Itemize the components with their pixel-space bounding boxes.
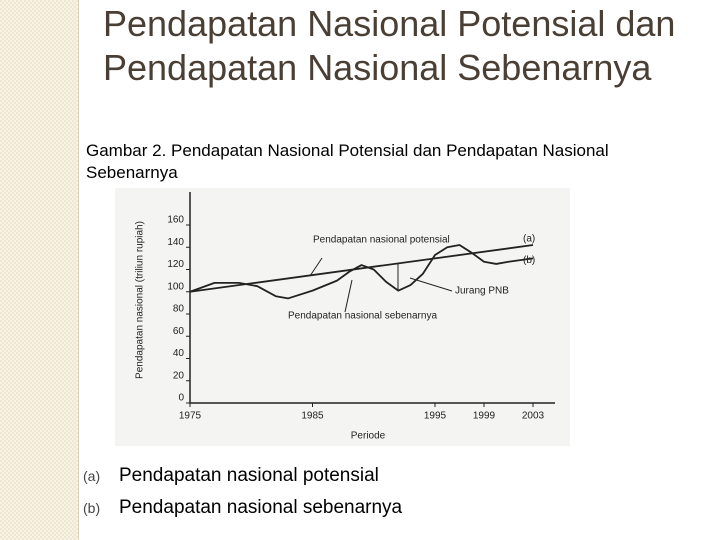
figure-caption: Gambar 2. Pendapatan Nasional Potensial … <box>86 141 609 182</box>
y-tick-label: 160 <box>167 215 184 226</box>
annotation: Jurang PNB <box>455 286 509 297</box>
x-tick-label: 2003 <box>522 411 545 422</box>
series-line <box>189 244 534 300</box>
pointer <box>344 279 353 313</box>
y-tick-label: 0 <box>178 393 184 404</box>
pointer <box>409 277 453 292</box>
decorative-strip <box>0 0 79 540</box>
y-tick-label: 20 <box>173 370 185 381</box>
slide-title: Pendapatan Nasional Potensial dan Pendap… <box>103 3 676 88</box>
y-tick-label: 100 <box>167 281 184 292</box>
series-label: (b) <box>523 255 535 266</box>
note-text: Pendapatan nasional sebenarnya <box>119 497 403 518</box>
note-marker: (b) <box>83 500 101 516</box>
annotation: Pendapatan nasional sebenarnya <box>288 311 437 322</box>
annotation: Pendapatan nasional potensial <box>313 235 450 246</box>
note-text: Pendapatan nasional potensial <box>119 465 379 486</box>
x-axis-label: Periode <box>351 431 386 442</box>
y-tick-label: 80 <box>173 304 185 315</box>
x-tick-label: 1999 <box>473 411 496 422</box>
note-marker: (a) <box>83 468 101 484</box>
y-tick-label: 140 <box>167 237 184 248</box>
note: (b) Pendapatan nasional sebenarnya <box>83 492 402 524</box>
y-tick-label: 40 <box>173 348 185 359</box>
notes-list: (a) Pendapatan nasional potensial (b) Penda… <box>83 460 402 524</box>
y-axis-label: Pendapatan nasional (triliun rupiah) <box>135 221 146 379</box>
x-tick-label: 1985 <box>301 411 324 422</box>
note: (a) Pendapatan nasional potensial <box>83 460 402 492</box>
pointer <box>309 257 323 277</box>
series-label: (a) <box>523 234 535 245</box>
y-tick-label: 120 <box>167 259 184 270</box>
x-tick-label: 1995 <box>424 411 447 422</box>
x-tick-label: 1975 <box>179 411 202 422</box>
y-tick-label: 60 <box>173 326 185 337</box>
